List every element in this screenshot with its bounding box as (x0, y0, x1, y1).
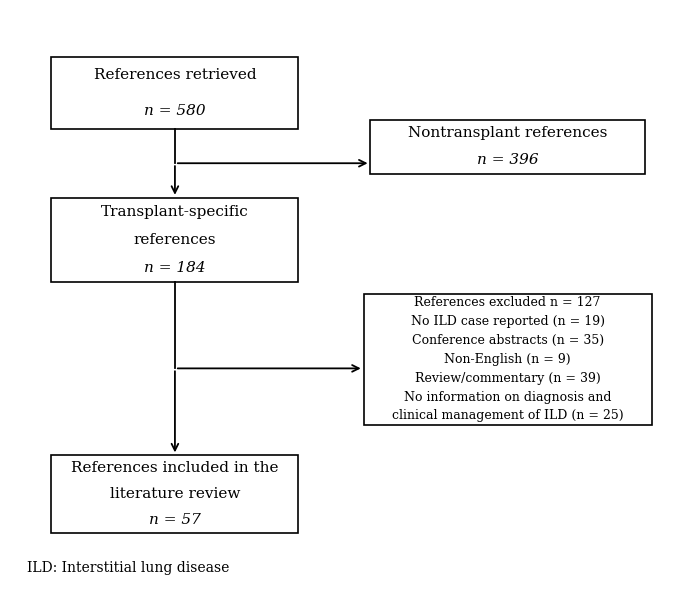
Text: clinical management of ILD (n = 25): clinical management of ILD (n = 25) (392, 409, 624, 422)
Text: Transplant-specific: Transplant-specific (101, 205, 249, 219)
Text: references: references (134, 232, 216, 247)
Text: n = 184: n = 184 (144, 261, 206, 274)
Bar (51, 57, 298, 129)
Text: No information on diagnosis and: No information on diagnosis and (404, 391, 611, 404)
Text: Conference abstracts (n = 35): Conference abstracts (n = 35) (412, 334, 604, 347)
Bar (51, 198, 298, 282)
Text: n = 396: n = 396 (477, 153, 539, 167)
Text: Nontransplant references: Nontransplant references (408, 126, 607, 140)
Bar (370, 120, 645, 174)
Text: References excluded n = 127: References excluded n = 127 (414, 297, 601, 310)
Bar (51, 455, 298, 533)
Text: References included in the: References included in the (71, 461, 279, 475)
Text: Review/commentary (n = 39): Review/commentary (n = 39) (415, 372, 600, 385)
Text: No ILD case reported (n = 19): No ILD case reported (n = 19) (411, 315, 604, 328)
Text: n = 57: n = 57 (149, 513, 201, 527)
Text: literature review: literature review (110, 487, 240, 501)
Bar (364, 294, 652, 425)
Text: ILD: Interstitial lung disease: ILD: Interstitial lung disease (27, 561, 230, 575)
Text: Non-English (n = 9): Non-English (n = 9) (445, 353, 571, 366)
Text: n = 580: n = 580 (144, 104, 206, 118)
Text: References retrieved: References retrieved (93, 68, 257, 82)
